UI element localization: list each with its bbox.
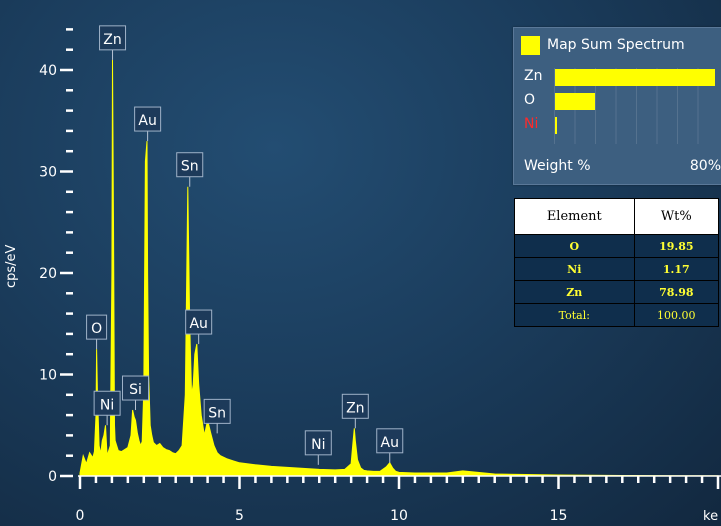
peak-label-box [134, 106, 162, 132]
peak-label-box [203, 398, 231, 424]
legend-bar-ni [555, 117, 558, 134]
peak-label-text: Si [129, 382, 142, 398]
table-row: Zn 78.98 [514, 280, 720, 304]
y-tick-label: 30 [39, 165, 57, 181]
table-cell-wt: 78.98 [633, 280, 720, 304]
peak-label-text: Ni [311, 437, 325, 453]
y-axis-label: cps/eV [4, 244, 19, 288]
x-tick-label: 5 [235, 508, 244, 524]
x-tick-label: 10 [390, 508, 408, 524]
peak-label-o: O [86, 314, 108, 350]
table-cell-wt: 1.17 [633, 257, 720, 281]
table-total-label: Total: [514, 303, 635, 327]
spectrum-area [79, 59, 719, 477]
legend-axis-label: Weight % [524, 158, 591, 174]
peak-label-text: O [91, 321, 102, 337]
legend-bar-zn [555, 69, 715, 86]
y-tick-label: 20 [39, 266, 57, 282]
peak-label-box [176, 152, 204, 178]
table-cell-wt: 19.85 [633, 234, 720, 258]
x-tick-label: 0 [76, 508, 85, 524]
legend-swatch [521, 36, 540, 55]
peak-label-sn: Sn [203, 398, 231, 434]
peak-label-zn: Zn [99, 25, 127, 60]
table-row: O 19.85 [514, 234, 720, 258]
y-tick-label: 40 [39, 63, 57, 79]
peak-label-box [185, 309, 213, 335]
legend-panel: Map Sum Spectrum Zn O Ni Weight % 80% [513, 27, 721, 185]
peak-label-text: Au [189, 316, 207, 332]
legend-bar-o [555, 93, 596, 110]
table-cell-element: Zn [514, 280, 635, 304]
peak-label-au: Au [376, 428, 404, 463]
legend-label-o: O [524, 92, 536, 108]
peak-label-text: Sn [208, 405, 226, 421]
peak-label-box [86, 314, 108, 340]
peak-label-box [376, 428, 404, 454]
table-total-row: Total: 100.00 [514, 303, 720, 327]
peak-label-au: Au [185, 309, 213, 345]
table-header-row: Element Wt% [514, 198, 720, 235]
peak-label-text: Sn [181, 159, 199, 175]
peak-label-text: Zn [103, 32, 121, 48]
peak-label-ni: Ni [304, 430, 332, 465]
peak-label-box [99, 25, 127, 51]
peak-label-box [341, 393, 369, 419]
peak-label-box [93, 390, 121, 416]
peak-label-box [304, 430, 332, 456]
y-tick-label: 0 [48, 469, 57, 485]
peak-label-box [122, 375, 150, 401]
legend-title: Map Sum Spectrum [547, 37, 685, 53]
legend-label-zn: Zn [524, 68, 543, 84]
table-row: Ni 1.17 [514, 257, 720, 281]
peak-label-si: Si [122, 375, 150, 411]
table-header-wt: Wt% [633, 198, 720, 235]
legend-label-ni: Ni [524, 116, 539, 132]
peak-label-text: Ni [100, 397, 114, 413]
peak-label-sn: Sn [176, 152, 204, 187]
peak-label-text: Au [381, 435, 399, 451]
x-axis-label: ke [703, 509, 718, 524]
y-tick-label: 10 [39, 368, 57, 384]
peak-label-text: Zn [346, 400, 364, 416]
table-total-value: 100.00 [633, 303, 720, 327]
table-header-element: Element [514, 198, 635, 235]
peak-label-zn: Zn [341, 393, 369, 429]
x-tick-label: 15 [550, 508, 568, 524]
legend-axis-max: 80% [689, 158, 721, 174]
peak-label-ni: Ni [93, 390, 121, 426]
table-cell-element: O [514, 234, 635, 258]
peak-label-au: Au [134, 106, 162, 142]
peak-label-text: Au [138, 113, 156, 129]
composition-table: Element Wt% O 19.85 Ni 1.17 Zn 78.98 Tot… [514, 198, 720, 327]
table-cell-element: Ni [514, 257, 635, 281]
